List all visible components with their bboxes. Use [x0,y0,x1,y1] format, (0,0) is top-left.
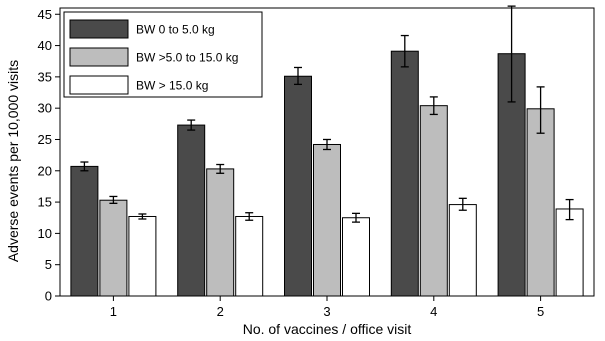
legend-label: BW >5.0 to 15.0 kg [136,51,238,65]
bar [555,208,584,297]
bar [284,75,312,297]
y-tick-label: 0 [45,289,52,304]
bar [206,168,235,297]
bar [390,50,419,297]
bar [128,215,157,297]
y-tick-label: 10 [38,226,52,241]
bar [235,215,264,297]
y-tick-label: 45 [38,7,52,22]
legend-swatch [69,19,129,39]
legend-swatch [69,47,129,67]
y-tick-label: 15 [38,195,52,210]
legend-label: BW > 15.0 kg [136,79,208,93]
y-tick-label: 35 [38,69,52,84]
bar [342,217,370,297]
x-tick-label: 5 [537,304,544,319]
bar [419,105,448,297]
y-tick-label: 30 [38,101,52,116]
bar [70,165,99,297]
y-tick-label: 25 [38,132,52,147]
legend-swatch [69,75,129,95]
bar [99,199,128,297]
x-axis-label: No. of vaccines / office visit [243,321,412,337]
legend: BW 0 to 5.0 kg BW >5.0 to 15.0 kg BW > 15.… [63,11,263,98]
x-tick-label: 1 [110,304,117,319]
bar [177,124,206,297]
bar [313,143,341,297]
y-axis: 0 5 10 15 20 25 30 35 40 45 [38,7,60,304]
y-tick-label: 5 [45,257,52,272]
x-axis: 1 2 3 4 5 [110,296,544,319]
x-tick-label: 3 [323,304,330,319]
bar [526,108,555,297]
y-tick-label: 40 [38,38,52,53]
bar [448,204,477,297]
x-tick-label: 2 [217,304,224,319]
x-tick-label: 4 [430,304,437,319]
legend-label: BW 0 to 5.0 kg [136,23,215,37]
bars [70,5,584,297]
y-tick-label: 20 [38,163,52,178]
y-axis-label: Adverse events per 10,000 visits [5,60,21,262]
